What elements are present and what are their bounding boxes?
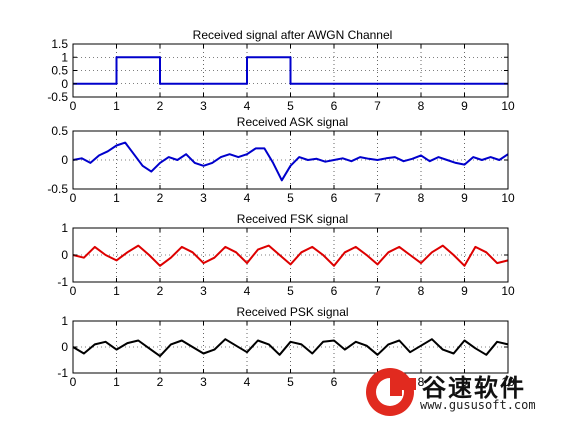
subplot-title: Received ASK signal [237, 115, 348, 129]
x-tick-label: 6 [331, 375, 338, 389]
x-tick-label: 2 [157, 191, 164, 205]
y-tick-label: -0.5 [47, 90, 68, 104]
subplot-title: Received FSK signal [237, 212, 348, 226]
x-tick-label: 8 [418, 99, 425, 113]
x-tick-label: 10 [501, 284, 515, 298]
x-tick-label: 4 [244, 99, 251, 113]
x-tick-label: 8 [418, 375, 425, 389]
x-tick-label: 9 [461, 284, 468, 298]
x-tick-label: 1 [113, 99, 120, 113]
x-tick-label: 5 [287, 375, 294, 389]
y-tick-label: 0.5 [51, 64, 68, 78]
x-tick-label: 1 [113, 375, 120, 389]
x-tick-label: 5 [287, 99, 294, 113]
x-tick-label: 0 [70, 99, 77, 113]
x-tick-label: 3 [200, 284, 207, 298]
x-tick-label: 0 [70, 191, 77, 205]
series-line-1 [72, 244, 509, 267]
x-tick-label: 10 [501, 191, 515, 205]
y-tick-label: -1 [57, 275, 68, 289]
x-tick-label: 6 [331, 99, 338, 113]
watermark-brand-text: 谷速软件 [422, 374, 526, 402]
x-tick-label: 5 [287, 284, 294, 298]
x-tick-label: 4 [244, 191, 251, 205]
series-line-1 [73, 56, 508, 85]
subplot-title: Received PSK signal [236, 305, 348, 319]
x-tick-label: 8 [418, 284, 425, 298]
x-tick-label: 8 [418, 191, 425, 205]
x-tick-label: 3 [200, 99, 207, 113]
y-tick-label: -1 [57, 366, 68, 380]
x-tick-label: 7 [374, 284, 381, 298]
x-tick-label: 0 [70, 284, 77, 298]
y-tick-label: 0 [61, 153, 68, 167]
x-tick-label: 0 [70, 375, 77, 389]
x-tick-label: 2 [157, 375, 164, 389]
x-tick-label: 7 [374, 191, 381, 205]
x-tick-label: 4 [244, 284, 251, 298]
watermark-logo [366, 368, 416, 416]
x-tick-label: 6 [331, 284, 338, 298]
x-tick-label: 5 [287, 191, 294, 205]
y-tick-label: -0.5 [47, 182, 68, 196]
series-line-1 [72, 338, 509, 358]
y-tick-label: 1 [61, 221, 68, 235]
y-tick-label: 0.5 [51, 124, 68, 138]
x-tick-label: 2 [157, 284, 164, 298]
y-tick-label: 0 [61, 77, 68, 91]
x-tick-label: 10 [501, 99, 515, 113]
y-tick-label: 1 [61, 314, 68, 328]
x-tick-label: 1 [113, 191, 120, 205]
y-tick-label: 1.5 [51, 37, 68, 51]
x-tick-label: 4 [244, 375, 251, 389]
x-tick-label: 2 [157, 99, 164, 113]
x-tick-label: 7 [374, 99, 381, 113]
x-tick-label: 10 [501, 375, 515, 389]
x-tick-label: 3 [200, 191, 207, 205]
y-tick-label: 0 [61, 248, 68, 262]
x-tick-label: 9 [461, 375, 468, 389]
x-tick-label: 3 [200, 375, 207, 389]
watermark: 谷速软件 www.gususoft.com [360, 360, 561, 420]
subplot-title: Received signal after AWGN Channel [193, 28, 393, 42]
y-tick-label: 1 [61, 50, 68, 64]
x-tick-label: 9 [461, 191, 468, 205]
x-tick-label: 6 [331, 191, 338, 205]
watermark-url: www.gususoft.com [420, 398, 536, 412]
series-line-1 [72, 141, 509, 182]
x-tick-label: 1 [113, 284, 120, 298]
x-tick-label: 9 [461, 99, 468, 113]
y-tick-label: 0 [61, 340, 68, 354]
